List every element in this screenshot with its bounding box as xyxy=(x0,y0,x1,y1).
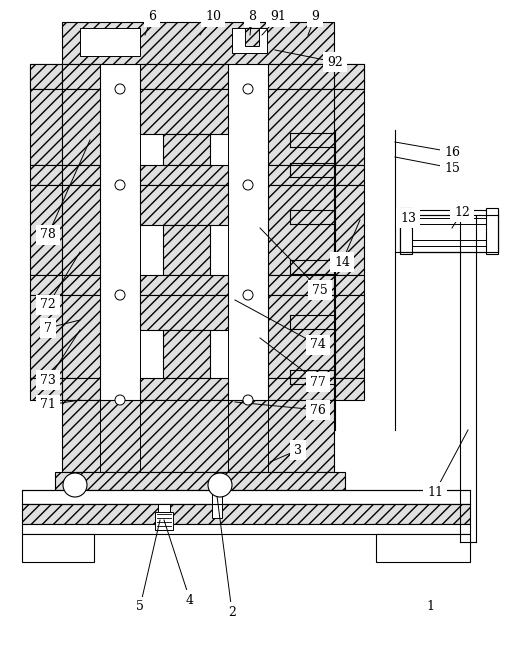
Circle shape xyxy=(115,84,125,94)
Bar xyxy=(22,534,94,562)
Bar xyxy=(268,165,334,185)
Bar xyxy=(62,89,100,165)
Bar xyxy=(140,185,228,225)
Bar xyxy=(55,472,345,490)
Bar xyxy=(30,64,62,89)
Bar xyxy=(30,64,62,89)
Bar xyxy=(332,295,364,378)
Bar xyxy=(22,524,470,534)
Bar xyxy=(30,378,62,400)
Text: 11: 11 xyxy=(427,486,443,499)
Bar xyxy=(62,165,100,185)
Bar xyxy=(62,378,100,400)
Circle shape xyxy=(243,84,253,94)
Bar xyxy=(80,28,140,56)
Bar xyxy=(400,210,498,252)
Circle shape xyxy=(115,395,125,405)
Bar xyxy=(140,89,228,134)
Text: 72: 72 xyxy=(40,298,56,311)
Bar xyxy=(30,295,62,378)
Bar xyxy=(22,490,470,504)
Bar xyxy=(268,89,334,165)
Bar xyxy=(62,185,100,275)
Circle shape xyxy=(115,290,125,300)
Bar xyxy=(158,504,170,512)
Text: 75: 75 xyxy=(312,284,328,297)
Bar xyxy=(62,275,100,295)
Text: 15: 15 xyxy=(444,162,460,174)
Text: 76: 76 xyxy=(310,404,326,417)
Bar xyxy=(268,295,334,378)
Bar xyxy=(486,208,498,254)
Circle shape xyxy=(243,290,253,300)
Circle shape xyxy=(243,395,253,405)
Bar xyxy=(163,225,210,275)
Bar xyxy=(332,165,364,185)
Bar xyxy=(30,275,62,295)
Bar xyxy=(140,275,228,295)
Bar xyxy=(268,64,334,89)
Text: 13: 13 xyxy=(400,211,416,225)
Bar xyxy=(30,89,62,165)
Circle shape xyxy=(63,473,87,497)
Bar xyxy=(332,378,364,400)
Bar xyxy=(212,490,222,518)
Text: 92: 92 xyxy=(327,56,343,68)
Bar xyxy=(62,64,100,89)
Bar xyxy=(376,534,470,562)
Text: 3: 3 xyxy=(294,444,302,457)
Bar xyxy=(245,28,259,46)
Text: 91: 91 xyxy=(270,10,286,23)
Text: 12: 12 xyxy=(454,205,470,218)
Bar xyxy=(22,504,470,524)
Bar xyxy=(268,378,334,400)
Bar xyxy=(332,64,364,89)
Text: 74: 74 xyxy=(310,339,326,351)
Circle shape xyxy=(243,180,253,190)
Text: 10: 10 xyxy=(205,10,221,23)
Bar xyxy=(332,185,364,275)
Text: 14: 14 xyxy=(334,256,350,269)
Bar xyxy=(62,400,334,472)
Text: 6: 6 xyxy=(148,10,156,23)
Text: 73: 73 xyxy=(40,373,56,386)
Bar xyxy=(140,378,228,400)
Bar xyxy=(140,165,228,185)
Text: 77: 77 xyxy=(310,375,326,388)
Bar xyxy=(332,64,364,89)
Bar xyxy=(140,295,228,330)
Bar xyxy=(332,275,364,295)
Text: 1: 1 xyxy=(426,601,434,614)
Text: 5: 5 xyxy=(136,601,144,614)
Text: 71: 71 xyxy=(40,399,56,412)
Bar xyxy=(30,185,62,275)
Bar xyxy=(232,28,267,53)
Bar xyxy=(62,22,334,64)
Bar xyxy=(268,185,334,275)
Text: 8: 8 xyxy=(248,10,256,23)
Bar xyxy=(155,512,173,530)
Bar xyxy=(140,64,228,89)
Bar xyxy=(332,89,364,165)
Text: 9: 9 xyxy=(311,10,319,23)
Bar xyxy=(163,330,210,378)
Text: 2: 2 xyxy=(228,605,236,618)
Circle shape xyxy=(115,180,125,190)
Circle shape xyxy=(208,473,232,497)
Bar xyxy=(400,208,412,254)
Bar xyxy=(62,295,100,378)
Text: 4: 4 xyxy=(186,594,194,607)
Bar xyxy=(163,134,210,165)
Text: 16: 16 xyxy=(444,145,460,158)
Text: 78: 78 xyxy=(40,229,56,242)
Bar xyxy=(30,165,62,185)
Bar xyxy=(268,275,334,295)
Text: 7: 7 xyxy=(44,322,52,335)
